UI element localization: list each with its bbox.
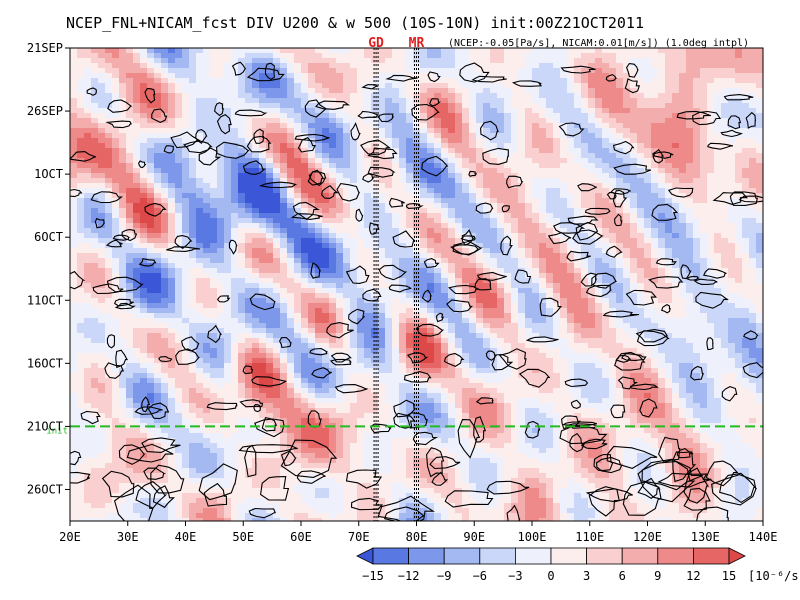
colorbar-tick-label: −9 bbox=[437, 569, 451, 583]
colorbar-tick-label: 3 bbox=[583, 569, 590, 583]
x-tick-label: 120E bbox=[633, 530, 662, 544]
colorbar-segment bbox=[356, 547, 374, 565]
colorbar-segment bbox=[550, 547, 587, 565]
x-tick-label: 110E bbox=[575, 530, 604, 544]
colorbar-tick-label: 12 bbox=[686, 569, 700, 583]
omega-contours bbox=[70, 61, 763, 521]
colorbar-segment bbox=[443, 547, 481, 565]
x-tick-label: 70E bbox=[348, 530, 370, 544]
y-tick-label: 21OCT bbox=[27, 419, 63, 433]
colorbar-segment bbox=[693, 547, 730, 565]
x-tick-label: 60E bbox=[290, 530, 312, 544]
x-tick-label: 30E bbox=[117, 530, 139, 544]
colorbar-segment bbox=[408, 547, 445, 565]
location-marker-labels: GD MR bbox=[368, 36, 424, 51]
colorbar-tick-label: −12 bbox=[398, 569, 420, 583]
x-tick-label: 90E bbox=[463, 530, 485, 544]
y-tick-label: 1OCT bbox=[34, 167, 63, 181]
colorbar-segment bbox=[728, 547, 746, 565]
location-marker-lines bbox=[373, 48, 419, 521]
y-tick-label: 26OCT bbox=[27, 482, 63, 496]
colorbar-tick-label: 0 bbox=[547, 569, 554, 583]
x-tick-label: 80E bbox=[406, 530, 428, 544]
colorbar-segment bbox=[515, 547, 552, 565]
colorbar-unit-label: [10⁻⁶/s] bbox=[748, 569, 800, 583]
marker-label-0: GD bbox=[368, 36, 384, 51]
x-axis-ticks: 20E 30E 40E 50E 60E 70E 80E 90E 100E 110E 120E 130E… bbox=[59, 521, 777, 544]
x-tick-label: 50E bbox=[232, 530, 254, 544]
chart-title: NCEP_FNL+NICAM_fcst DIV U200 & w 500 (10… bbox=[66, 14, 644, 32]
y-tick-label: 26SEP bbox=[27, 104, 63, 118]
y-tick-label: 11OCT bbox=[27, 293, 63, 307]
y-axis-ticks: 21SEP 26SEP 1OCT 6OCT 11OCT 16OCT 21OCT 26OCT bbox=[27, 41, 70, 496]
colorbar-segment bbox=[621, 547, 659, 565]
colorbar: −15 −12 −9 −6 −3 0 3 6 9 12 15 [10⁻⁶/s] bbox=[356, 547, 800, 583]
colorbar-tick-label: −3 bbox=[508, 569, 522, 583]
x-tick-label: 130E bbox=[691, 530, 720, 544]
colorbar-tick-label: 6 bbox=[619, 569, 626, 583]
y-tick-label: 6OCT bbox=[34, 230, 63, 244]
colorbar-segment bbox=[372, 547, 409, 565]
colorbar-segment bbox=[657, 547, 694, 565]
colorbar-tick-label: 15 bbox=[722, 569, 736, 583]
y-tick-label: 16OCT bbox=[27, 356, 63, 370]
x-tick-label: 40E bbox=[175, 530, 197, 544]
y-tick-label: 21SEP bbox=[27, 41, 63, 55]
marker-label-1: MR bbox=[409, 36, 425, 51]
x-tick-label: 20E bbox=[59, 530, 81, 544]
colorbar-segment bbox=[479, 547, 516, 565]
colorbar-segment bbox=[586, 547, 623, 565]
chart-subtitle: (NCEP:-0.05[Pa/s], NICAM:0.01[m/s]) (1.0… bbox=[448, 38, 749, 49]
colorbar-tick-label: −6 bbox=[473, 569, 487, 583]
x-tick-label: 140E bbox=[749, 530, 778, 544]
x-tick-label: 100E bbox=[518, 530, 547, 544]
init-time-line: init bbox=[46, 425, 763, 436]
colorbar-tick-label: 9 bbox=[654, 569, 661, 583]
colorbar-tick-label: −15 bbox=[362, 569, 384, 583]
init-label: init bbox=[46, 426, 68, 436]
